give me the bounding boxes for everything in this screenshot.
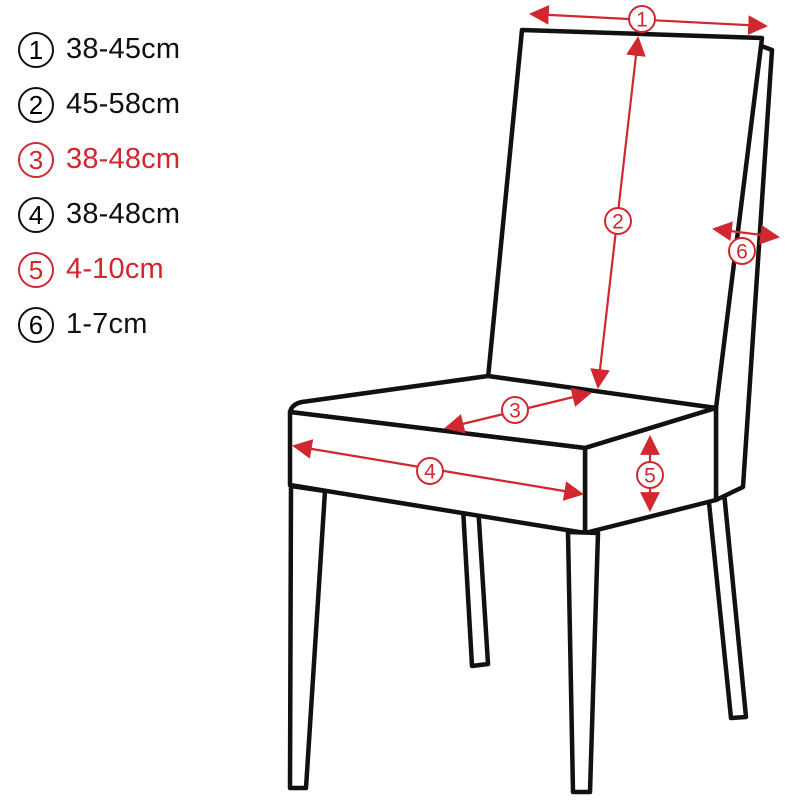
front-leg-right xyxy=(565,529,601,795)
size-legend: 1 38-45cm 2 45-58cm 3 38-48cm 4 38-48cm … xyxy=(18,22,278,352)
legend-item-2: 2 45-58cm xyxy=(18,77,278,132)
marker-1-circle xyxy=(628,5,656,33)
legend-value-6: 1-7cm xyxy=(66,308,148,340)
marker-5: 5 xyxy=(636,461,664,489)
legend-value-4: 38-48cm xyxy=(66,198,181,230)
marker-3: 3 xyxy=(501,396,529,424)
legend-number-6: 6 xyxy=(18,306,54,343)
marker-2-label: 2 xyxy=(612,211,624,234)
marker-1-label: 1 xyxy=(636,9,648,32)
legend-number-1: 1 xyxy=(18,31,54,68)
legend-item-3: 3 38-48cm xyxy=(18,132,278,187)
marker-2: 2 xyxy=(604,207,632,235)
legend-item-5: 5 4-10cm xyxy=(18,242,278,297)
marker-6: 6 xyxy=(728,237,756,265)
chair-drawing xyxy=(287,27,775,795)
marker-4-circle xyxy=(416,457,444,485)
legend-value-3: 38-48cm xyxy=(66,143,181,175)
legend-number-3: 3 xyxy=(18,141,54,178)
legend-number-5: 5 xyxy=(18,251,54,288)
legend-number-2: 2 xyxy=(18,86,54,123)
legend-value-1: 38-45cm xyxy=(66,33,181,65)
legend-item-1: 1 38-45cm xyxy=(18,22,278,77)
marker-5-label: 5 xyxy=(644,465,656,488)
marker-5-circle xyxy=(636,461,664,489)
front-leg-left xyxy=(287,483,328,791)
legend-value-2: 45-58cm xyxy=(66,88,181,120)
back-leg-right xyxy=(705,489,749,721)
back-leg-left xyxy=(460,502,491,669)
marker-4: 4 xyxy=(416,457,444,485)
marker-6-circle xyxy=(728,237,756,265)
dimension-6-arrow xyxy=(712,221,780,245)
legend-number-4: 4 xyxy=(18,196,54,233)
marker-1: 1 xyxy=(628,5,656,33)
marker-6-label: 6 xyxy=(736,241,748,264)
marker-4-label: 4 xyxy=(424,461,436,484)
marker-3-circle xyxy=(501,396,529,424)
marker-2-circle xyxy=(604,207,632,235)
legend-item-4: 4 38-48cm xyxy=(18,187,278,242)
dimension-markers: 1 2 3 4 5 6 xyxy=(416,5,756,489)
legend-item-6: 6 1-7cm xyxy=(18,297,278,352)
legend-value-5: 4-10cm xyxy=(66,253,164,285)
marker-3-label: 3 xyxy=(509,400,521,423)
